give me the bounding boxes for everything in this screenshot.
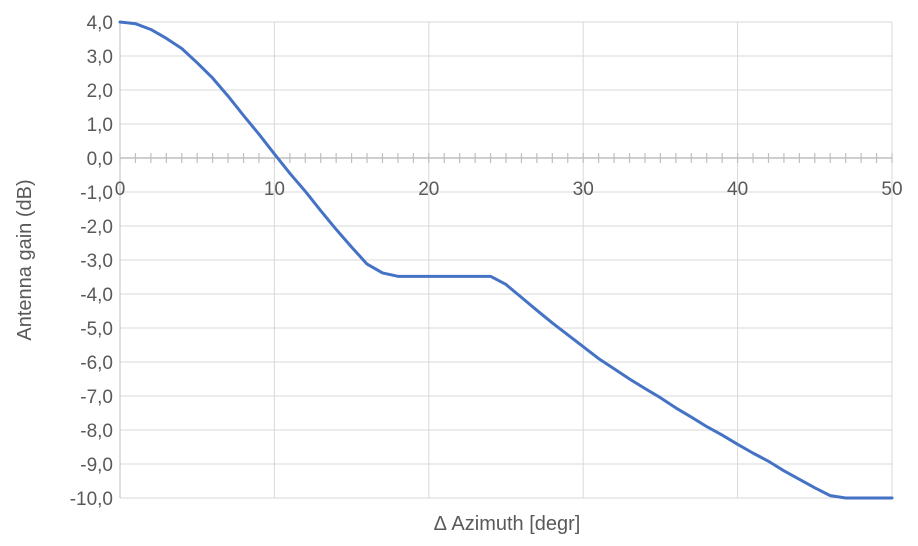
series <box>118 20 894 500</box>
y-tick-label: -1,0 <box>80 183 113 204</box>
axes <box>119 22 893 498</box>
tick-labels: 4,0 3,0 2,0 1,0 0,0 -1,0 -2,0 -3,0 -4,0 -5,0 -6,0 -… <box>70 13 903 510</box>
y-tick-label: 4,0 <box>87 13 113 34</box>
x-tick-label: 50 <box>881 179 902 200</box>
y-tick-label: -9,0 <box>80 455 113 476</box>
x-tick-label: 10 <box>264 179 285 200</box>
y-axis-title: Antenna gain (dB) <box>14 179 36 340</box>
y-tick-label: -5,0 <box>80 319 113 340</box>
y-tick-label: -7,0 <box>80 387 113 408</box>
y-tick-label: 1,0 <box>87 115 113 136</box>
x-tick-label: 30 <box>573 179 594 200</box>
y-tick-label: -4,0 <box>80 285 113 306</box>
grid <box>119 21 893 499</box>
y-tick-label: 2,0 <box>87 81 113 102</box>
series-line <box>118 20 894 500</box>
x-axis-title: Δ Azimuth [degr] <box>434 513 581 535</box>
y-tick-label: -3,0 <box>80 251 113 272</box>
y-tick-label: -6,0 <box>80 353 113 374</box>
y-tick-label: -8,0 <box>80 421 113 442</box>
y-tick-label: 3,0 <box>87 47 113 68</box>
x-tick-label: 0 <box>115 179 126 200</box>
y-tick-label: -2,0 <box>80 217 113 238</box>
x-tick-label: 20 <box>418 179 439 200</box>
x-tick-label: 40 <box>727 179 748 200</box>
y-tick-label: -10,0 <box>70 489 113 510</box>
y-tick-label: 0,0 <box>87 149 113 170</box>
